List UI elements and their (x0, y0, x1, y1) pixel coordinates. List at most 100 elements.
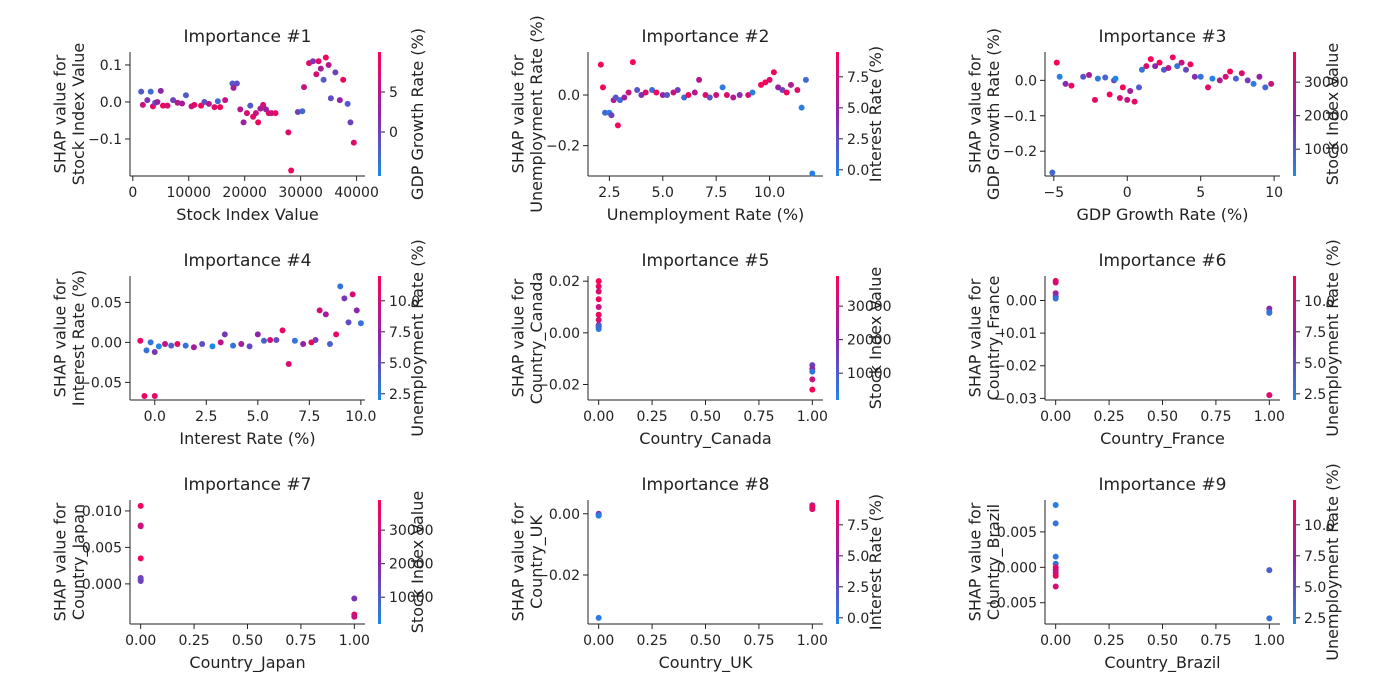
data-point (602, 109, 609, 116)
data-point (214, 98, 221, 105)
data-point (170, 97, 177, 104)
data-point (1052, 583, 1059, 590)
data-point (291, 337, 298, 344)
data-point (1053, 59, 1060, 66)
y-tick-label: 0.0 (558, 88, 580, 104)
x-tick-label: 0.75 (743, 633, 774, 649)
x-tick-label: 1.00 (1254, 409, 1285, 425)
x-tick-label: 0 (1123, 185, 1132, 201)
subplot-8: Importance #8 0.00 0.25 0.50 0.75 1.00 −0.02 0.… (509, 475, 885, 673)
data-point (357, 320, 364, 327)
x-tick-label: 10.0 (754, 185, 785, 201)
colorbar-tick-label: 7.5 (847, 518, 869, 534)
colorbar-tick-label: 7.5 (847, 70, 869, 86)
data-point (1124, 96, 1131, 103)
data-point (809, 170, 816, 177)
data-point (337, 283, 344, 290)
colorbar-label: Unemployment Rate (%) (408, 239, 427, 437)
data-point (162, 341, 169, 347)
colorbar-label: GDP Growth Rate (%) (408, 28, 427, 200)
colorbar-label: Stock Index Value (866, 267, 885, 409)
data-point (1116, 95, 1123, 102)
data-point (749, 89, 756, 96)
x-tick-label: 2.5 (195, 409, 217, 425)
data-point (211, 104, 218, 111)
colorbar-tick-label: 5.0 (1304, 356, 1326, 372)
x-tick-label: 7.5 (705, 185, 727, 201)
colorbar-tick-label: 5 (389, 85, 398, 101)
y-tick-label: 0.000 (82, 577, 122, 593)
data-point (209, 343, 216, 350)
data-point (1119, 84, 1126, 91)
data-point (160, 102, 167, 109)
colorbar-tick-label: 0 (389, 125, 398, 141)
data-point (254, 331, 261, 338)
data-point (317, 65, 324, 72)
x-tick-label: 10000 (166, 185, 211, 201)
data-point (599, 84, 606, 91)
x-tick-label: 1.00 (797, 633, 828, 649)
data-point (1268, 80, 1275, 87)
y-tick-label: −0.02 (537, 568, 580, 584)
y-axis-label: SHAP value forCountry_Canada (509, 272, 547, 404)
x-axis-label: Country_France (1100, 429, 1225, 449)
data-point (333, 331, 340, 338)
data-point (798, 104, 805, 111)
subplot-title: Importance #6 (1099, 251, 1227, 271)
x-axis-label: Unemployment Rate (%) (607, 205, 805, 224)
data-point (595, 296, 602, 303)
x-tick-label: 0.50 (232, 633, 263, 649)
data-point (595, 283, 602, 290)
data-point (713, 92, 720, 99)
data-point (272, 110, 279, 117)
colorbar-tick-label: 2.5 (847, 132, 869, 148)
y-tick-label: −0.1 (1003, 109, 1037, 125)
data-point (151, 393, 158, 399)
y-axis-label: SHAP value forCountry_UK (509, 502, 547, 621)
y-axis-label: SHAP value forCountry_Japan (51, 502, 89, 621)
data-point (315, 58, 322, 65)
data-point (260, 101, 267, 108)
colorbar-label: Stock Index Value (1323, 43, 1342, 185)
x-tick-label: −5 (1043, 185, 1064, 201)
data-point (1244, 77, 1251, 84)
data-point (345, 319, 352, 326)
colorbar-tick-label: 0.0 (847, 611, 869, 627)
data-point (1187, 61, 1194, 68)
data-point (1147, 56, 1154, 63)
colorbar-tick-label: 20000 (1304, 109, 1349, 125)
data-point (191, 101, 198, 108)
data-point (351, 613, 358, 620)
y-tick-label: −0.1 (88, 132, 122, 148)
colorbar-tick-label: 7.5 (1304, 549, 1326, 565)
colorbar-tick-label: 2.5 (847, 580, 869, 596)
data-point (344, 100, 351, 107)
data-point (809, 506, 816, 513)
colorbar (836, 276, 839, 400)
data-point (770, 69, 777, 76)
data-point (1052, 279, 1059, 286)
data-point (139, 101, 146, 108)
colorbar-tick-label: 2.5 (1304, 611, 1326, 627)
data-point (1068, 82, 1075, 89)
colorbar (378, 500, 381, 624)
x-tick-label: 1.00 (797, 409, 828, 425)
y-tick-label: 0.00 (1006, 293, 1037, 309)
data-point (1138, 66, 1145, 73)
data-point (1216, 77, 1223, 84)
colorbar (1293, 276, 1296, 400)
data-point (138, 88, 145, 95)
data-point (1238, 70, 1245, 77)
data-point (1131, 98, 1138, 105)
data-point (1106, 91, 1113, 98)
data-point (674, 86, 681, 93)
y-tick-label: 0.1 (100, 58, 122, 74)
data-point (1127, 87, 1134, 94)
data-point (252, 110, 259, 117)
data-point (182, 342, 189, 349)
data-point (719, 84, 726, 91)
data-point (1080, 73, 1087, 80)
y-tick-label: 0.00 (91, 335, 122, 351)
data-point (664, 92, 671, 99)
data-point (247, 102, 254, 109)
